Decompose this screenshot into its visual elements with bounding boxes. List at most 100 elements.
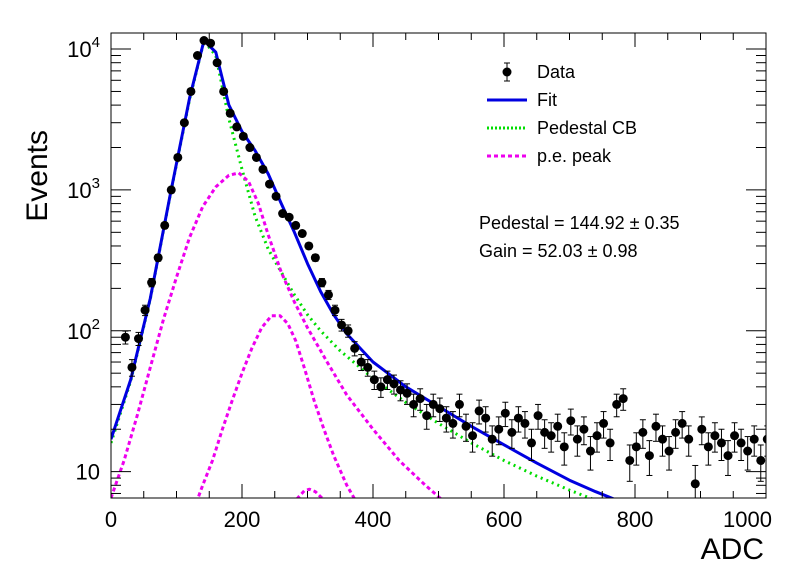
data-point xyxy=(356,354,366,371)
data-point-marker xyxy=(638,427,648,437)
data-point-marker xyxy=(369,375,379,385)
data-point xyxy=(350,341,360,357)
data-point xyxy=(409,393,419,418)
data-point-marker xyxy=(743,446,753,456)
data-point xyxy=(225,108,235,118)
data-point xyxy=(323,289,333,301)
data-point-marker xyxy=(304,241,314,251)
data-point xyxy=(566,408,576,436)
data-point xyxy=(579,416,589,446)
x-tick-label: 400 xyxy=(355,507,392,532)
data-point-marker xyxy=(153,253,163,263)
data-point-marker xyxy=(356,357,366,367)
legend-pe-label: p.e. peak xyxy=(537,146,612,166)
data-point-marker xyxy=(219,86,229,96)
y-axis-tick-labels: 10 102 103 104 xyxy=(67,34,100,485)
data-point-marker xyxy=(441,413,451,423)
data-point-marker xyxy=(323,290,333,300)
data-point-marker xyxy=(723,451,733,461)
legend-fit-label: Fit xyxy=(537,90,557,110)
data-point-marker xyxy=(468,431,478,441)
data-point-marker xyxy=(474,406,484,416)
data-point-marker xyxy=(225,108,235,118)
data-point xyxy=(310,253,320,263)
curve-2-p-e xyxy=(196,314,356,498)
data-point xyxy=(265,179,275,189)
data-point-marker xyxy=(461,421,471,431)
data-point-marker xyxy=(343,326,353,336)
legend-pedestal-label: Pedestal CB xyxy=(537,118,637,138)
data-point-marker xyxy=(350,343,360,353)
y-axis-ticks xyxy=(111,48,766,494)
data-point xyxy=(677,411,687,439)
data-point-marker xyxy=(533,411,543,421)
data-point xyxy=(690,464,700,498)
data-point xyxy=(147,278,157,288)
data-point xyxy=(592,422,602,453)
data-point-marker xyxy=(671,427,681,437)
data-point xyxy=(664,436,674,471)
data-point xyxy=(192,50,202,60)
data-point-marker xyxy=(553,421,563,431)
data-point-marker xyxy=(363,362,373,372)
data-point-marker xyxy=(245,143,255,153)
data-point xyxy=(684,425,694,457)
data-point-marker xyxy=(317,278,327,288)
data-point xyxy=(612,393,622,418)
data-point xyxy=(258,164,268,174)
data-point-marker xyxy=(513,413,523,423)
data-point-marker xyxy=(422,411,432,421)
x-axis-title: ADC xyxy=(701,533,764,566)
data-point-marker xyxy=(507,427,517,437)
data-point xyxy=(337,318,347,332)
data-point xyxy=(618,388,628,411)
data-point xyxy=(389,374,399,395)
data-point xyxy=(448,411,458,439)
data-point-marker xyxy=(762,434,766,444)
y-tick-label: 102 xyxy=(67,316,100,344)
data-point xyxy=(454,393,464,418)
data-point-marker xyxy=(212,58,222,68)
data-point-marker xyxy=(160,220,170,230)
data-point-marker xyxy=(435,404,445,414)
data-point-marker xyxy=(605,438,615,448)
annotation-gain: Gain = 52.03 ± 0.98 xyxy=(479,241,638,261)
annotation-pedestal: Pedestal = 144.92 ± 0.35 xyxy=(479,213,680,233)
data-point-marker xyxy=(697,424,707,434)
data-point-marker xyxy=(179,118,189,128)
data-point xyxy=(749,425,759,457)
data-point xyxy=(435,397,445,422)
data-point xyxy=(474,399,484,425)
data-point xyxy=(553,413,563,442)
legend: Data Fit Pedestal CB p.e. peak xyxy=(487,62,637,166)
data-point xyxy=(605,428,615,461)
data-point-marker xyxy=(173,152,183,162)
legend-item-data: Data xyxy=(502,62,576,82)
data-point xyxy=(127,359,137,377)
data-point-marker xyxy=(572,434,582,444)
data-point xyxy=(402,383,412,405)
data-point-marker xyxy=(409,399,419,409)
data-point-marker xyxy=(186,86,196,96)
data-point xyxy=(422,403,432,430)
data-point xyxy=(206,38,216,48)
data-point xyxy=(671,419,681,449)
data-point xyxy=(441,406,451,433)
data-point-marker xyxy=(232,122,242,132)
x-tick-label: 800 xyxy=(617,507,654,532)
data-point-marker xyxy=(592,431,602,441)
legend-item-pedestal-cb: Pedestal CB xyxy=(487,118,637,138)
data-point xyxy=(304,241,314,251)
data-point-marker xyxy=(684,434,694,444)
data-point-marker xyxy=(736,438,746,448)
data-point xyxy=(494,416,504,446)
data-point xyxy=(730,422,740,453)
data-point-marker xyxy=(559,442,569,452)
data-point xyxy=(546,422,556,453)
data-point xyxy=(743,436,753,471)
data-point xyxy=(317,278,327,288)
x-axis-ticks xyxy=(110,33,767,498)
data-point xyxy=(658,425,668,457)
data-point-marker xyxy=(192,50,202,60)
